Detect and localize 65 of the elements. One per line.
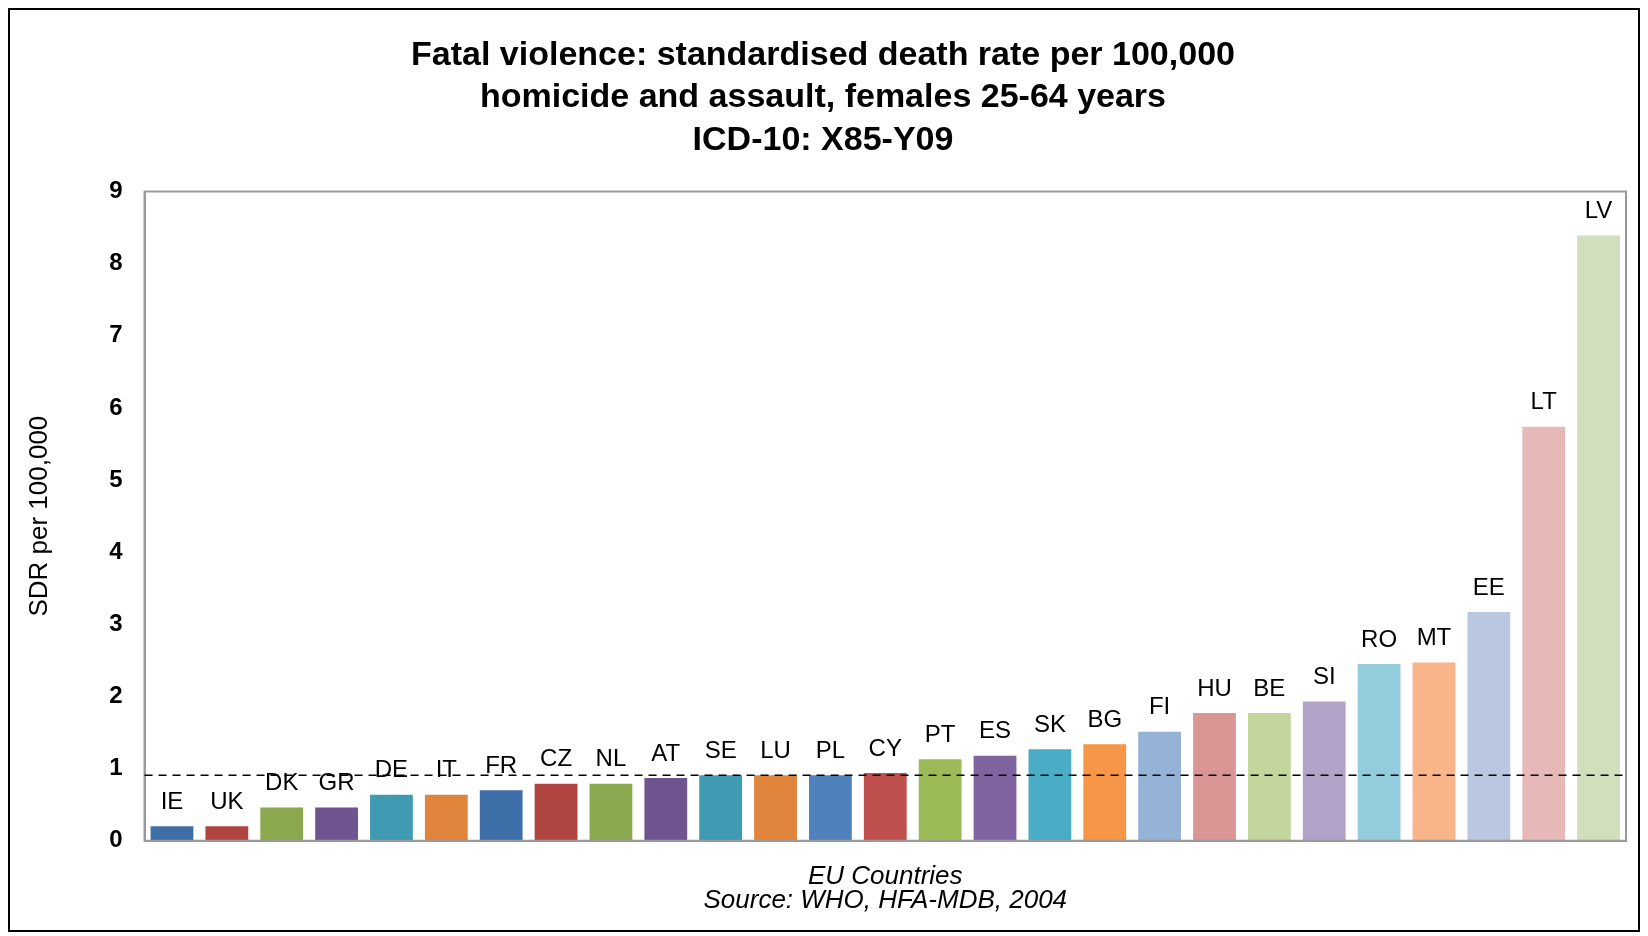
y-tick-label: 5 [109, 464, 123, 492]
bar [1467, 612, 1511, 841]
x-tick-label: BE [1253, 673, 1286, 701]
x-tick-label: IT [435, 755, 458, 783]
x-tick-label: HU [1197, 673, 1232, 701]
x-tick-label: BG [1087, 704, 1123, 732]
bar [589, 783, 633, 841]
y-tick-label: 0 [109, 825, 123, 853]
bar [918, 759, 962, 841]
bar [754, 775, 797, 841]
x-tick-label: MT [1416, 623, 1452, 651]
x-tick-label: CY [868, 733, 902, 761]
y-tick-label: 2 [109, 681, 123, 709]
x-tick-label: EE [1472, 572, 1505, 600]
bar [1302, 701, 1346, 841]
bar [699, 775, 743, 841]
x-tick-label: SI [1312, 662, 1336, 690]
y-tick-label: 9 [109, 176, 123, 204]
bar [644, 778, 688, 841]
bar [205, 826, 249, 841]
x-tick-label: AT [651, 738, 681, 766]
x-tick-label: RO [1361, 624, 1398, 652]
y-tick-label: 1 [109, 753, 123, 781]
bar [534, 783, 578, 841]
x-tick-label: FR [485, 750, 518, 778]
bar [1412, 662, 1456, 841]
bar [1247, 713, 1291, 841]
x-tick-label: SK [1033, 709, 1066, 737]
bar [1577, 235, 1620, 841]
x-tick-label: UK [210, 787, 244, 814]
x-tick-label: ES [979, 716, 1012, 744]
y-tick-label: 4 [109, 536, 124, 564]
x-tick-label: DK [265, 768, 299, 796]
bar [1028, 749, 1072, 841]
bar [863, 772, 907, 841]
x-tick-label: SE [704, 735, 737, 763]
x-tick-label: LV [1584, 196, 1613, 224]
bar [370, 794, 413, 841]
y-tick-label: 7 [109, 320, 123, 348]
x-tick-label: IE [160, 787, 184, 814]
y-tick-label: 3 [109, 608, 123, 636]
x-tick-label: LU [760, 735, 791, 763]
bar [1522, 426, 1566, 841]
bar [1083, 744, 1127, 841]
bar [1357, 664, 1401, 841]
bar [479, 790, 523, 841]
x-tick-label: PL [815, 735, 846, 763]
x-tick-label: LT [1530, 387, 1558, 415]
x-tick-label: CZ [540, 744, 573, 772]
bar [1138, 731, 1182, 841]
y-tick-label: 8 [109, 248, 123, 276]
bar [424, 794, 468, 841]
bar [809, 775, 852, 841]
x-tick-label: GR [318, 768, 355, 796]
bar [260, 807, 304, 841]
x-tick-label: PT [924, 719, 956, 747]
bar [1193, 713, 1236, 841]
x-tick-label: NL [595, 744, 627, 772]
y-tick-label: 6 [109, 392, 123, 420]
x-tick-label: FI [1148, 692, 1171, 720]
y-axis-title: SDR per 100,000 [22, 415, 53, 617]
bar [315, 807, 358, 841]
bar [973, 755, 1017, 841]
chart-title: Fatal violence: standardised death rate per 100,000 homicide and assault, females 25-64 years ICD-10: X85-Y09 [411, 33, 1235, 157]
bar [150, 826, 194, 841]
